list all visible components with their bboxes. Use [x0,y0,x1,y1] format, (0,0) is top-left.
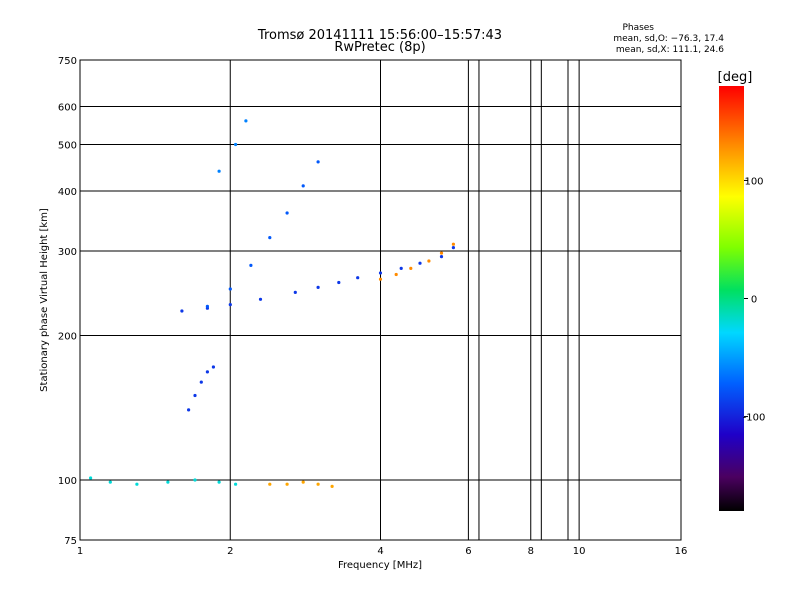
y-tick-label: 75 [64,536,77,547]
data-point [211,365,215,369]
data-point [378,271,383,275]
data-point [418,261,422,265]
data-point [316,160,320,164]
data-point [217,480,221,484]
data-point [89,476,93,480]
data-point [330,484,334,488]
y-tick-label: 100 [58,476,77,487]
colorbar-tick-label: -100 [743,413,766,424]
grid-lines [80,60,681,540]
data-point [439,255,444,259]
colorbar-unit-label: [deg] [718,70,753,85]
colorbar-ticks: 100 0 -100 [743,176,766,423]
data-point [439,251,444,255]
x-tick-label: 4 [377,546,383,557]
y-tick-label: 600 [58,103,77,114]
data-points [89,119,455,488]
x-tick-label: 8 [528,546,534,557]
data-point [394,272,398,277]
data-point [301,480,305,484]
data-point [268,482,272,486]
data-point [234,482,238,486]
data-point [378,277,383,281]
data-point [244,119,248,123]
data-point [451,246,455,250]
data-point [268,236,272,240]
data-point [301,184,305,188]
chart-title: Tromsø 20141111 15:56:00–15:57:43 [257,28,503,43]
x-axis-label: Frequency [MHz] [338,560,422,571]
data-point [205,370,209,374]
y-tick-label: 200 [58,332,77,343]
data-point [399,266,403,270]
y-tick-labels: 75 100 200 300 400 500 600 750 [58,56,77,547]
colorbar-tick-label: 0 [751,295,757,306]
y-tick-label: 500 [58,141,77,152]
y-tick-label: 750 [58,56,77,67]
data-point [337,280,341,285]
x-tick-labels: 1 2 4 6 8 10 16 [77,546,688,557]
data-point [217,169,221,173]
y-tick-label: 300 [58,247,77,258]
colorbar [719,86,744,511]
chart-subtitle: RwPretec (8p) [334,40,426,55]
data-point [285,482,289,486]
x-tick-label: 16 [675,546,688,557]
x-tick-label: 1 [77,546,83,557]
data-point [135,482,139,486]
colorbar-tick-label: 100 [744,176,763,187]
x-tick-label: 2 [227,546,233,557]
data-point [258,297,263,301]
data-point [166,480,170,484]
data-point [316,482,320,486]
phases-x-stats: mean, sd,X: 111.1, 24.6 [615,45,724,55]
data-point [409,266,413,270]
phases-o-stats: mean, sd,O: −76.3, 17.4 [613,34,724,44]
data-point [356,276,360,280]
data-point [285,211,289,215]
y-tick-label: 400 [58,187,77,198]
x-tick-label: 10 [573,546,586,557]
data-point [451,242,455,246]
data-point [187,408,191,412]
data-point [249,263,253,267]
data-point [228,303,232,307]
data-point [205,304,209,308]
phases-heading: Phases [622,23,654,33]
plot-frame [79,59,682,541]
data-point [427,259,431,263]
data-point [193,393,197,398]
data-point [316,285,320,289]
data-point [193,478,197,482]
data-point [234,142,238,147]
y-axis-label: Stationary phase Virtual Height [km] [39,208,50,392]
x-tick-label: 6 [465,546,471,557]
data-point [228,287,232,291]
data-point [180,309,184,313]
data-point [108,480,112,484]
data-point [199,380,203,384]
data-point [293,290,297,294]
